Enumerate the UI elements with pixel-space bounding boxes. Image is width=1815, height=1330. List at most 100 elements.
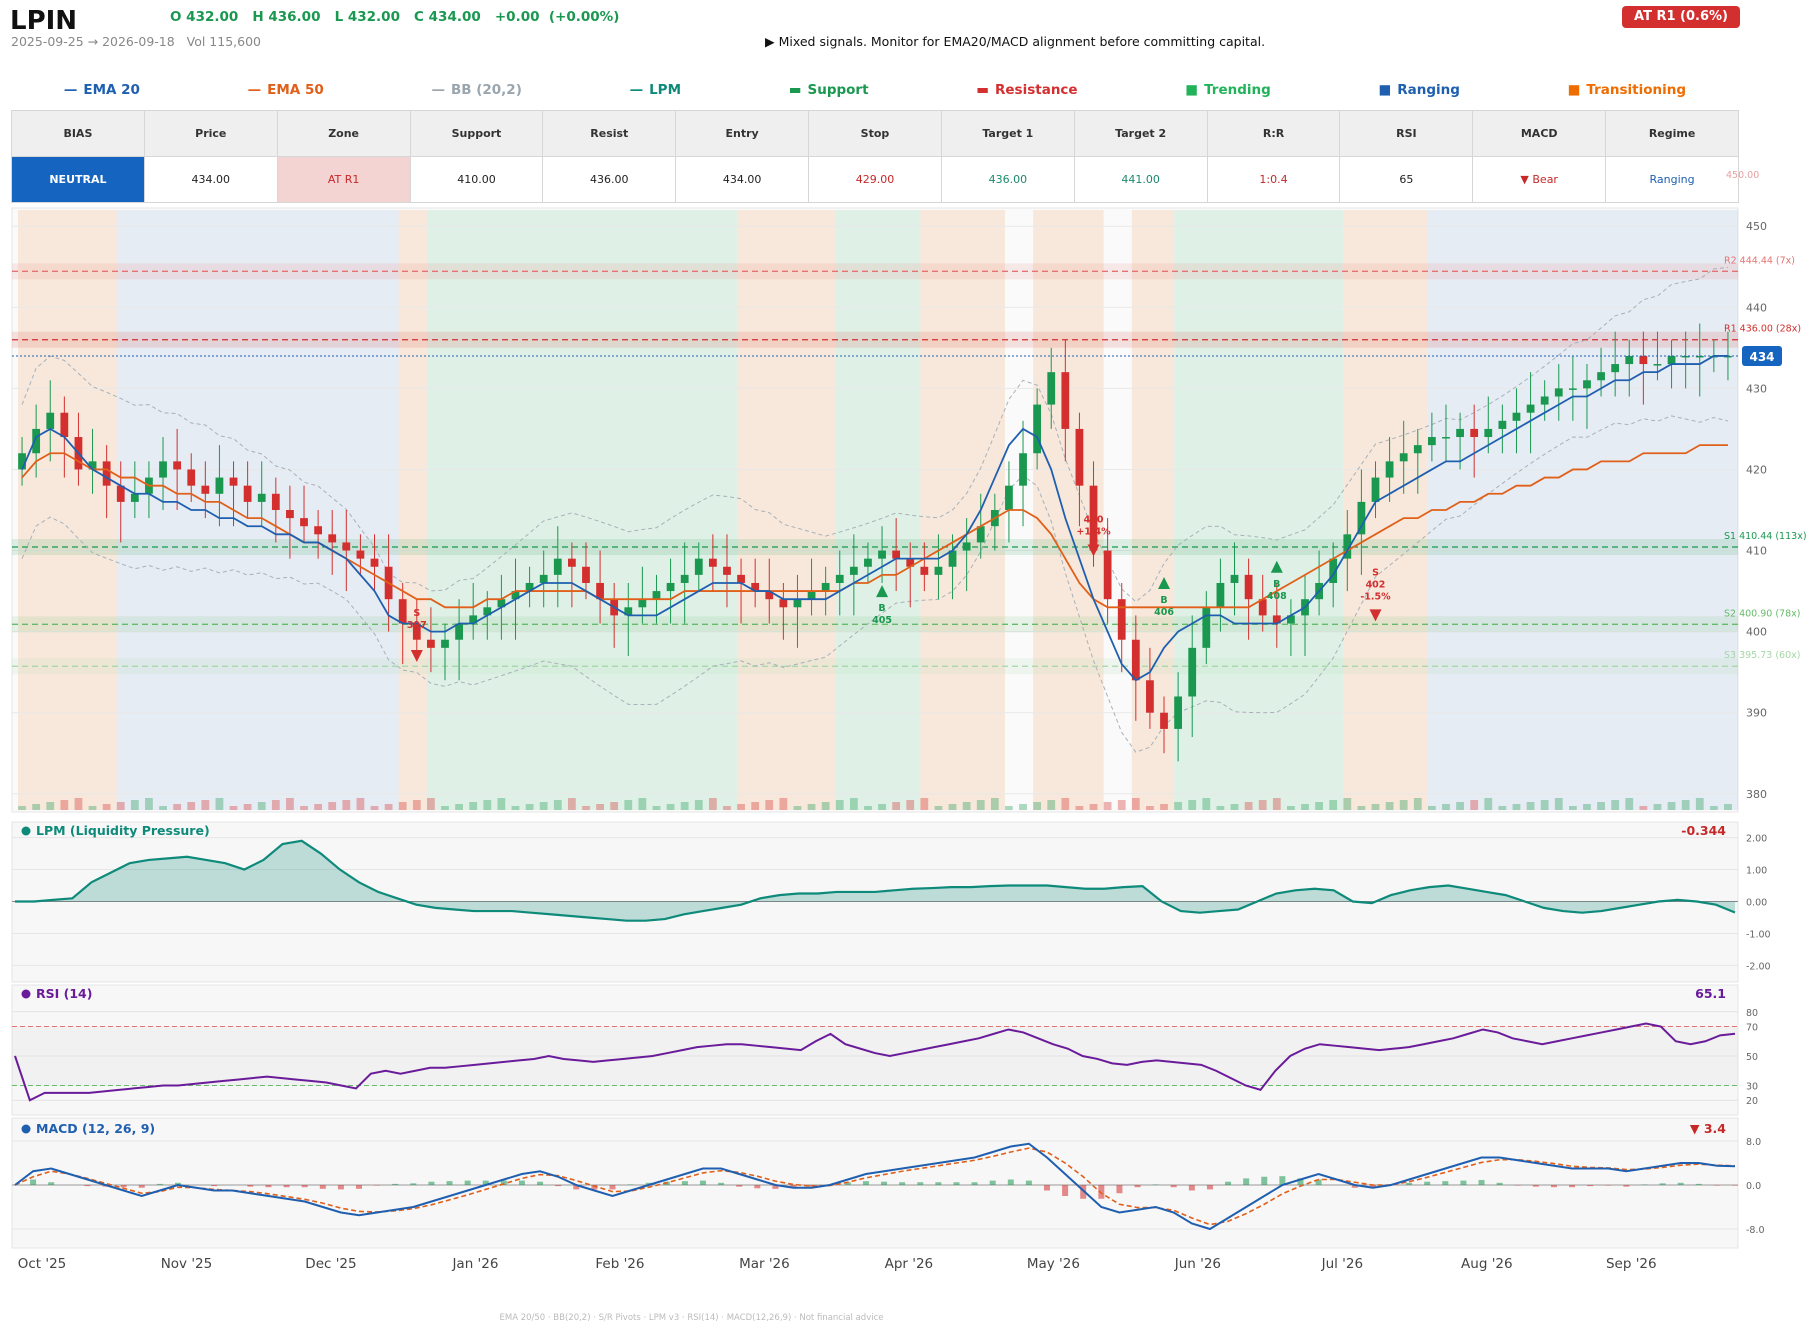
macd-hist-bar — [410, 1183, 417, 1185]
macd-hist-bar — [1550, 1185, 1557, 1188]
candle-body — [694, 558, 703, 575]
volume-bar — [1005, 806, 1013, 810]
volume-bar — [60, 800, 69, 810]
candle-body — [229, 477, 238, 486]
level-label: S2 400.90 (78x) — [1724, 608, 1800, 619]
volume-bar — [342, 800, 351, 810]
macd-hist-bar — [1496, 1182, 1503, 1185]
panel-title: MACD (12, 26, 9) — [36, 1121, 155, 1136]
volume-bar — [666, 804, 675, 810]
macd-hist-bar — [573, 1185, 580, 1190]
volume-bar — [398, 802, 407, 810]
volume-bar — [159, 806, 167, 810]
macd-hist-bar — [917, 1182, 924, 1185]
summary-value-macd: ▼ Bear — [1472, 156, 1607, 203]
signal-label: -1.5% — [1360, 591, 1391, 602]
macd-hist-bar — [1025, 1180, 1032, 1185]
regime-band — [18, 210, 117, 810]
volume-bar — [427, 798, 435, 810]
x-axis-label: Feb '26 — [595, 1256, 644, 1272]
candle-body — [1216, 582, 1225, 608]
volume-bar — [88, 806, 97, 810]
regime-band — [737, 210, 836, 810]
candle-body — [511, 591, 520, 600]
overflow-tick-label: 450.00 — [1726, 170, 1759, 181]
candle-body — [1413, 445, 1422, 454]
lpm-area — [15, 840, 1735, 921]
volume-bar — [1117, 800, 1126, 810]
volume-bar — [948, 804, 957, 810]
macd-hist-bar — [1659, 1183, 1666, 1185]
volume-bar — [1611, 800, 1620, 810]
macd-hist-bar — [881, 1181, 888, 1185]
volume-bar — [962, 802, 971, 810]
volume-bar — [652, 806, 661, 810]
candle-body — [962, 542, 971, 551]
macd-hist-bar — [1369, 1185, 1376, 1188]
volume-bar — [610, 802, 619, 810]
volume-bar — [1343, 798, 1352, 810]
legend-label: Ranging — [1397, 82, 1460, 98]
rsi-tick-label: 30 — [1746, 1081, 1758, 1092]
macd-hist-bar — [1279, 1176, 1286, 1185]
volume-bar — [300, 806, 308, 810]
macd-tick-label: 0.0 — [1746, 1181, 1761, 1192]
candle-body — [737, 574, 745, 583]
macd-hist-bar — [1315, 1179, 1322, 1185]
signal-label: 406 — [1154, 607, 1174, 618]
lpm-tick-label: -1.00 — [1746, 929, 1771, 940]
volume-bar — [286, 798, 294, 810]
macd-hist-bar — [247, 1185, 254, 1187]
macd-hist-bar — [356, 1185, 362, 1189]
candle-body — [1131, 639, 1140, 681]
candle-body — [708, 558, 717, 567]
volume-bar — [525, 804, 534, 810]
volume-bar — [765, 800, 774, 810]
macd-hist-bar — [174, 1182, 181, 1185]
macd-hist-bar — [790, 1185, 797, 1189]
ema20-line — [21, 355, 1728, 682]
macd-hist-bar — [500, 1180, 507, 1185]
macd-hist-bar — [48, 1182, 55, 1185]
legend-marker-icon: — — [63, 82, 78, 98]
candle-body — [1244, 574, 1253, 600]
signal-label: B — [878, 603, 885, 614]
signal-label: 408 — [1267, 591, 1287, 602]
volume-bar — [116, 802, 125, 810]
lpm-tick-label: 1.00 — [1746, 866, 1767, 877]
macd-hist-bar — [591, 1185, 598, 1190]
buy-signal-marker — [1158, 576, 1171, 589]
macd-hist-bar — [1641, 1184, 1648, 1185]
volume-bar — [1258, 800, 1267, 810]
candle-body — [567, 558, 576, 567]
summary-table: BIAS Price Zone Support Resist Entry Stop Targe… — [11, 110, 1739, 203]
candle-body — [46, 412, 55, 429]
candle-body — [412, 623, 421, 640]
legend-marker-icon: — — [431, 82, 445, 98]
candle-body — [906, 558, 915, 567]
summary-header-zone: Zone — [276, 110, 411, 157]
macd-hist-bar — [1442, 1181, 1449, 1185]
buy-signal-marker — [1270, 560, 1283, 573]
legend-item-support: ▬ Support — [789, 80, 869, 100]
candle-body — [1639, 355, 1648, 365]
volume-bar — [497, 798, 506, 810]
volume-bar — [370, 806, 379, 810]
price-tick-label: 420 — [1746, 463, 1767, 476]
volume-bar — [567, 798, 576, 810]
volume-bar — [215, 798, 224, 810]
candle-body — [1526, 404, 1535, 413]
macd-hist-bar — [319, 1185, 326, 1189]
macd-hist-bar — [1460, 1180, 1467, 1185]
candle-body — [553, 558, 562, 575]
macd-hist-bar — [754, 1185, 761, 1189]
summary-value-price: 434.00 — [143, 156, 278, 203]
rsi-panel — [11, 984, 1739, 1116]
volume-bar — [455, 804, 463, 810]
macd-hist-bar — [971, 1182, 978, 1185]
panel-title: LPM (Liquidity Pressure) — [36, 823, 210, 838]
volume-bar — [46, 802, 55, 810]
signal-label: 410 — [1084, 515, 1104, 526]
summary-value-zone: AT R1 — [276, 156, 411, 203]
volume-bar — [1089, 804, 1098, 810]
